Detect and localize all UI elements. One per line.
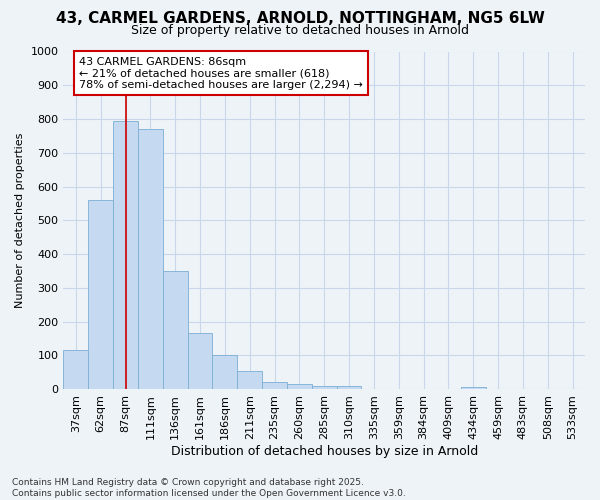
Text: Size of property relative to detached houses in Arnold: Size of property relative to detached ho… [131, 24, 469, 37]
Bar [337, 386, 361, 389]
Bar [188, 334, 212, 389]
Bar [163, 271, 188, 389]
Bar [237, 370, 262, 389]
Bar [212, 356, 237, 389]
Bar [64, 350, 88, 389]
X-axis label: Distribution of detached houses by size in Arnold: Distribution of detached houses by size … [170, 444, 478, 458]
Bar [461, 388, 485, 389]
Bar [287, 384, 312, 389]
Text: Contains HM Land Registry data © Crown copyright and database right 2025.
Contai: Contains HM Land Registry data © Crown c… [12, 478, 406, 498]
Bar [138, 129, 163, 389]
Bar [312, 386, 337, 389]
Bar [88, 200, 113, 389]
Text: 43 CARMEL GARDENS: 86sqm
← 21% of detached houses are smaller (618)
78% of semi-: 43 CARMEL GARDENS: 86sqm ← 21% of detach… [79, 56, 363, 90]
Bar [113, 120, 138, 389]
Text: 43, CARMEL GARDENS, ARNOLD, NOTTINGHAM, NG5 6LW: 43, CARMEL GARDENS, ARNOLD, NOTTINGHAM, … [56, 11, 544, 26]
Bar [262, 382, 287, 389]
Y-axis label: Number of detached properties: Number of detached properties [15, 132, 25, 308]
